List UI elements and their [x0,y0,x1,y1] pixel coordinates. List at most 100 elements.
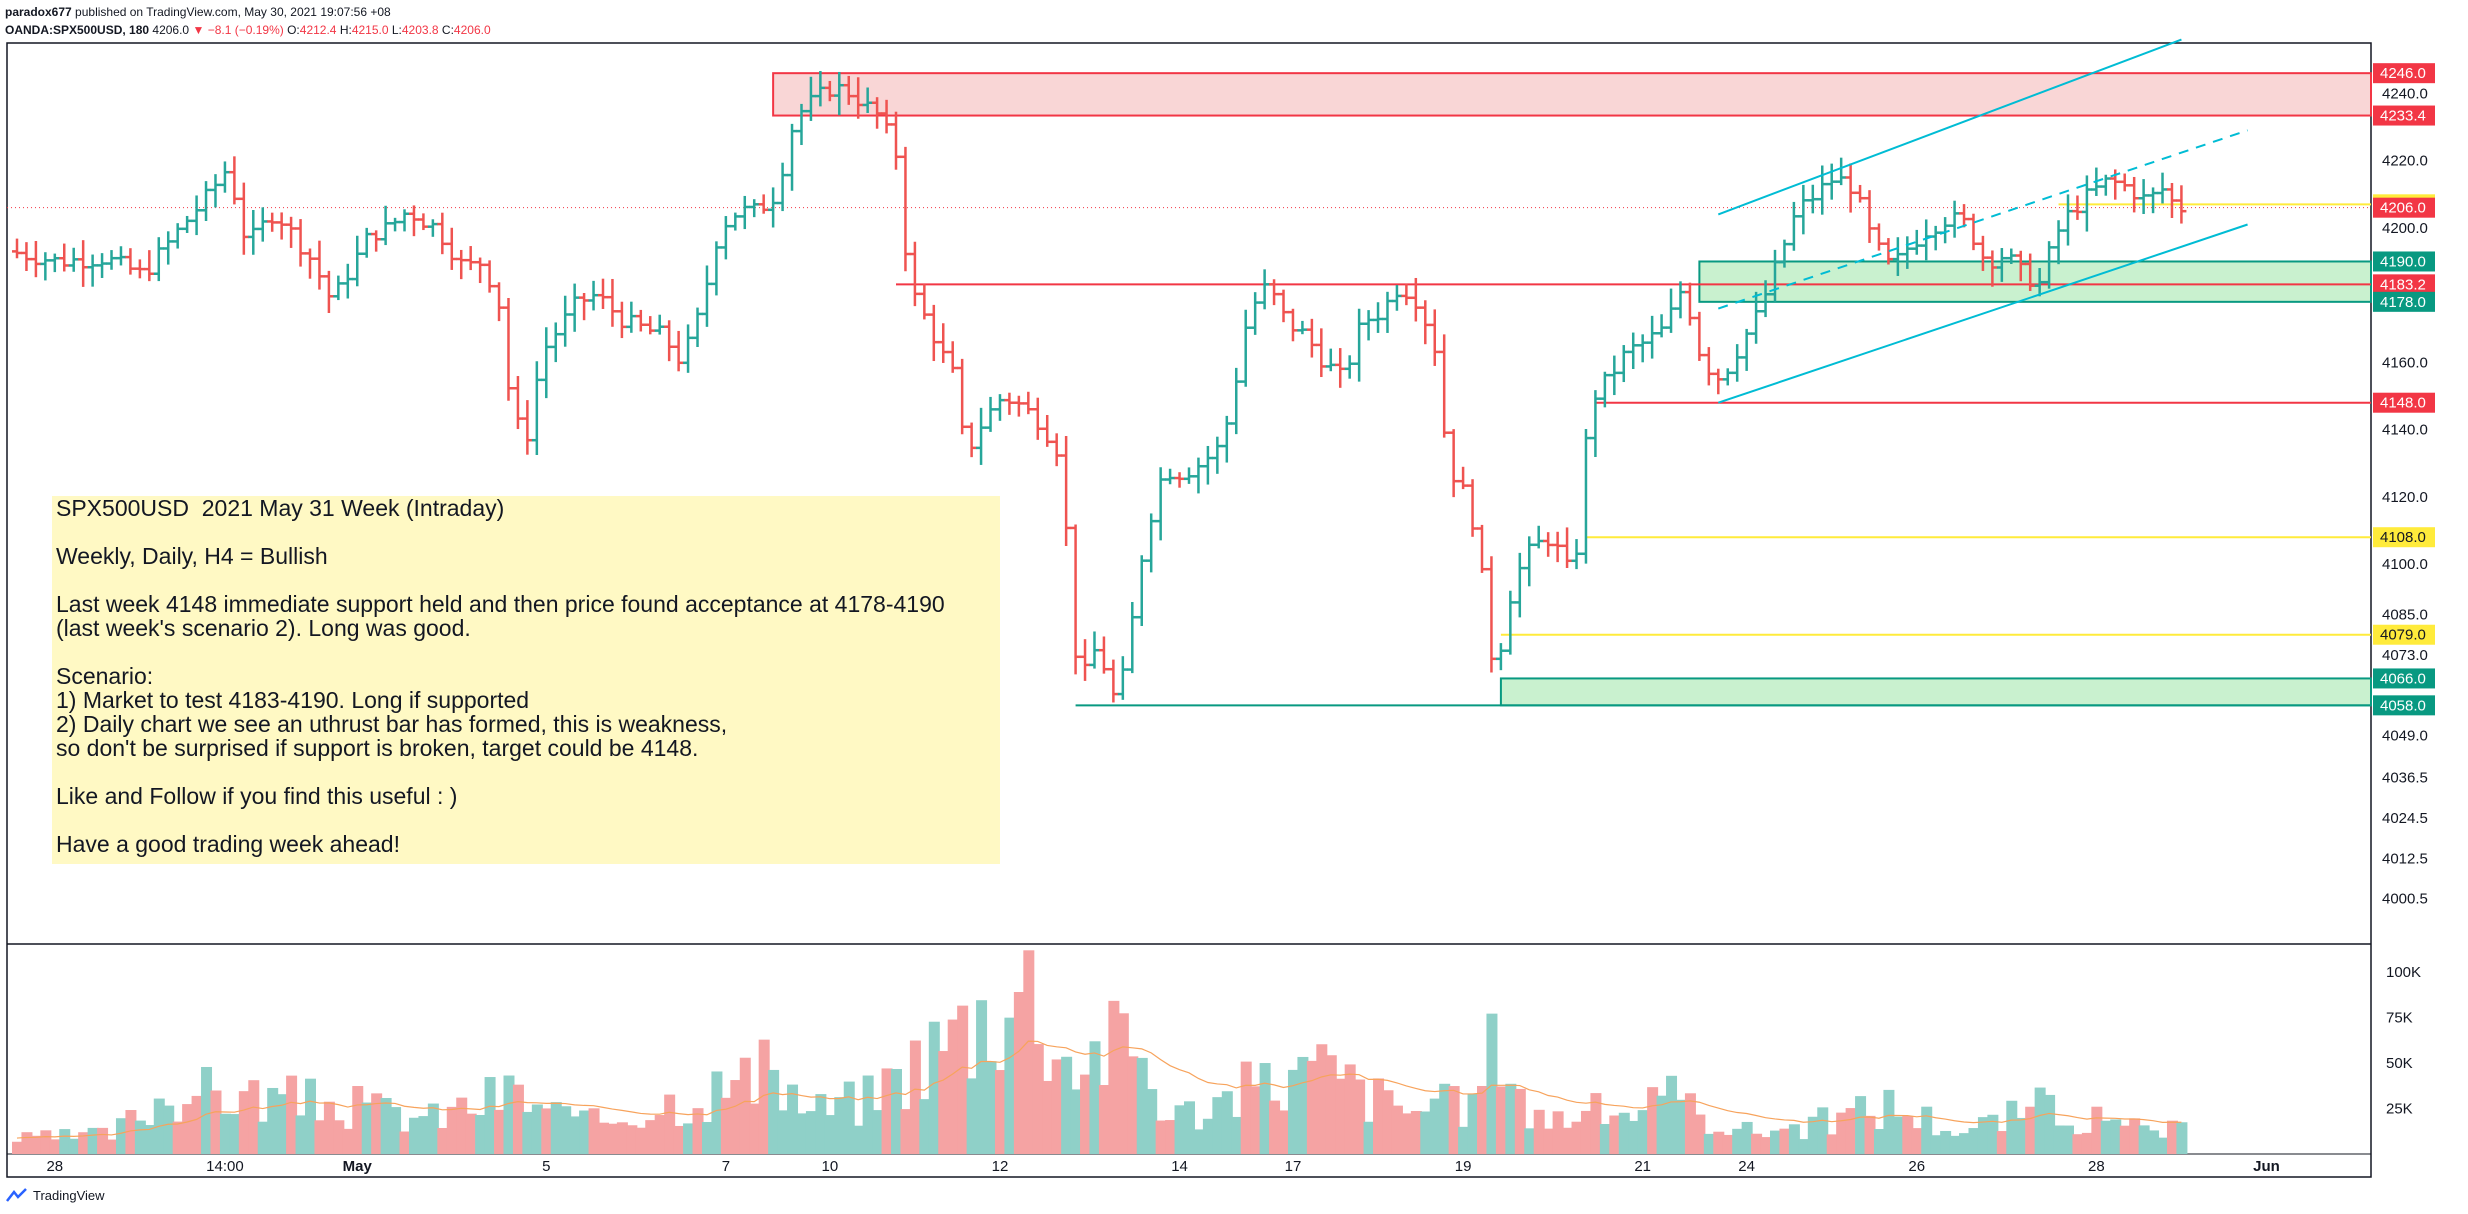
ohlc-bar [1316,328,1327,378]
volume-bar [1788,1124,1800,1154]
levels-layer [896,203,2371,707]
ohlc-bar [2053,220,2064,265]
volume-bar [2110,1119,2122,1154]
volume-bar [711,1071,723,1154]
volume-bar [1278,1110,1290,1154]
volume-bar [2148,1130,2160,1154]
volume-bar [616,1122,628,1154]
volume-bar [673,1125,685,1154]
volume-bar [2025,1106,2037,1154]
ohlc-bar [1146,513,1157,573]
price-badge: 4079.0 [2373,624,2435,645]
volume-bar [1807,1116,1819,1154]
volume-bar [484,1077,496,1154]
volume-bar [1344,1064,1356,1154]
ohlc-bar [1117,656,1128,700]
volume-bar [579,1110,591,1154]
ohlc-bar [824,80,835,102]
volume-bar [1287,1069,1299,1154]
ohlc-bar [2138,179,2149,215]
volume-bar [276,1094,288,1154]
open-value: 4212.4 [299,23,337,37]
ohlc-bar [418,213,429,231]
ohlc-bar [579,292,590,321]
volume-bar [1108,1000,1120,1154]
symbol-name[interactable]: OANDA:SPX500USD, 180 [5,23,150,37]
price-badge-label: 4183.2 [2380,276,2426,293]
ohlc-bar [134,259,145,279]
volume-axis: 100K 75K 50K 25K [2386,964,2421,1117]
time-tick-label: 10 [821,1158,838,1175]
volume-bar [1032,1044,1044,1154]
ohlc-bar [1656,314,1667,338]
ohlc-bar [654,314,665,335]
ohlc-bar [125,248,136,275]
volume-bar [1306,1060,1318,1154]
volume-bar [1694,1114,1706,1154]
volume-bar [1618,1112,1630,1154]
price-badge-bg [2373,63,2435,84]
ohlc-bar [1618,345,1629,383]
volume-bar [465,1113,477,1154]
ohlc-bar [1892,237,1903,276]
price-badge-label: 4246.0 [2380,65,2426,82]
ohlc-bar [1732,344,1743,382]
ohlc-bar [1552,531,1563,563]
ohlc-bar [1363,310,1374,341]
volume-bar [1240,1061,1252,1154]
volume-bar [1155,1120,1167,1154]
volume-bar [1930,1135,1942,1154]
volume-bar [503,1075,515,1154]
ohlc-bar [1004,392,1015,415]
tradingview-logo-icon [6,1188,27,1202]
channel-lower-line [1717,223,2248,404]
volume-bar [2081,1132,2093,1154]
time-tick-label: 19 [1455,1158,1472,1175]
tradingview-logo[interactable]: TradingView [6,1187,105,1203]
ohlc-bar [1486,556,1497,673]
ohlc-bar [305,248,315,279]
ohlc-bar [1089,631,1100,669]
time-axis[interactable]: 28 14:00 May 5 7 10 12 14 17 19 21 24 26 28 Jun [46,1158,2279,1175]
author-name[interactable]: paradox677 [5,5,72,19]
time-tick-label: 14 [1171,1158,1188,1175]
ohlc-bar [1032,397,1043,440]
volume-bar [1259,1063,1271,1154]
ohlc-bar [1155,467,1166,541]
volume-bar [1505,1083,1517,1154]
price-tick-label: 4240.0 [2382,85,2428,102]
volume-bar [1089,1041,1101,1154]
volume-bar [1221,1091,1233,1154]
volume-bar [1448,1086,1460,1154]
price-badge-bg [2373,197,2435,218]
ohlc-bar [1864,190,1875,243]
volume-bar [1524,1128,1536,1154]
ohlc-bar [68,247,79,272]
volume-bar [1080,1074,1092,1154]
volume-bar [371,1093,383,1154]
ohlc-bar [569,283,580,332]
volume-bar [1892,1116,1904,1154]
volume-bar [635,1127,647,1154]
chart-header: paradox677 published on TradingView.com,… [5,3,491,39]
ohlc-bar [1580,428,1591,564]
time-tick-label: 26 [1908,1158,1925,1175]
volume-bar [1826,1134,1838,1154]
volume-bar [758,1039,770,1154]
volume-bar [1817,1107,1829,1154]
price-badge-bg [2373,274,2435,295]
volume-bar [210,1090,222,1154]
ohlc-bar [399,209,410,232]
analysis-note[interactable]: SPX500USD 2021 May 31 Week (Intraday) We… [52,496,1000,864]
volume-bar [295,1115,307,1154]
ohlc-bar [1609,355,1620,396]
price-badge-label: 4108.0 [2380,529,2426,546]
volume-bar [1410,1110,1422,1154]
price-axis[interactable]: 4240.0 4220.0 4200.0 4160.0 4140.0 4120.0 4100… [2382,85,2428,907]
ohlc-bar [361,227,372,258]
volume-bar [1977,1117,1989,1154]
volume-bar [182,1104,194,1154]
volume-bar [1391,1105,1403,1154]
volume-bar [305,1078,316,1154]
